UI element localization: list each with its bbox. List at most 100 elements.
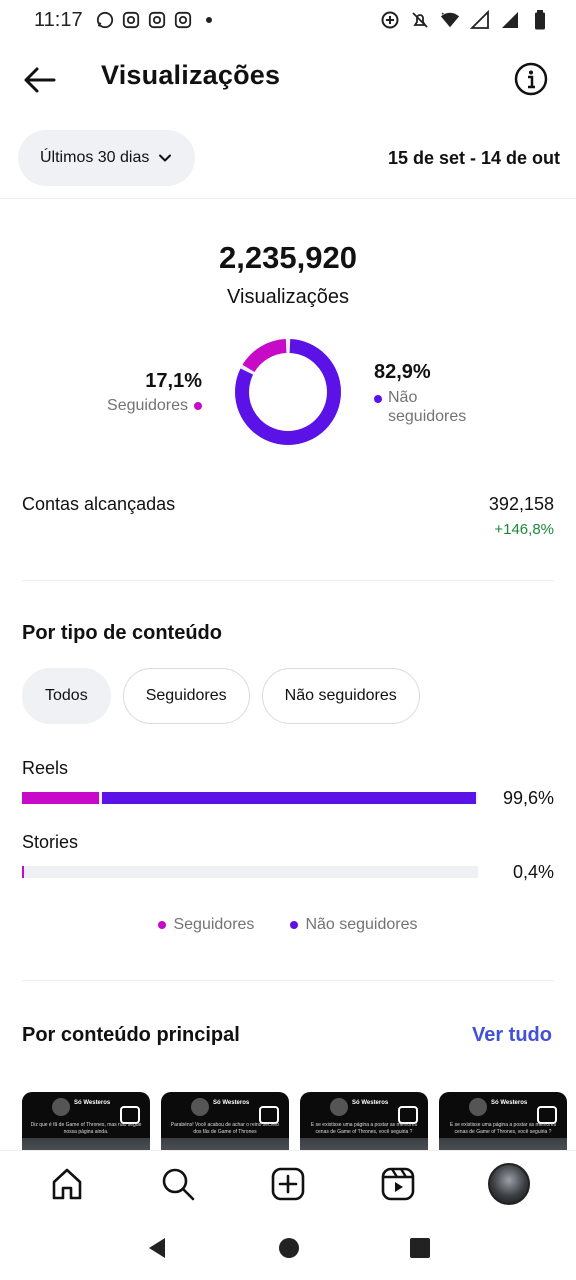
account-avatar xyxy=(469,1098,487,1116)
whatsapp-icon xyxy=(95,10,115,30)
accounts-reached-value: 392,158 xyxy=(488,494,554,514)
top-content-thumbnail[interactable]: Só Westeros Parabéns! Você acabou de ach… xyxy=(161,1092,289,1150)
top-content-thumbnail[interactable]: Só Westeros Diz que é fã de Game of Thro… xyxy=(22,1092,150,1150)
wifi-icon xyxy=(440,10,460,30)
account-name: Só Westeros xyxy=(352,1100,389,1106)
thumbnail-image xyxy=(161,1138,289,1150)
account-avatar xyxy=(52,1098,70,1116)
instagram-icon xyxy=(121,10,141,30)
followers-percentage: 17,1% xyxy=(145,370,202,392)
non-followers-legend: Não seguidores xyxy=(374,388,478,426)
top-content-thumbnails: Só Westeros Diz que é fã de Game of Thro… xyxy=(22,1092,576,1150)
total-views-label: Visualizações xyxy=(227,286,349,308)
top-content-title: Por conteúdo principal xyxy=(22,1024,240,1046)
bottom-navigation xyxy=(0,1150,576,1216)
chip-followers[interactable]: Seguidores xyxy=(122,668,250,724)
divider xyxy=(22,580,554,581)
reel-icon xyxy=(259,1106,279,1124)
reel-icon xyxy=(537,1106,557,1124)
legend-followers-label: Seguidores xyxy=(173,916,255,933)
page-title: Visualizações xyxy=(101,60,281,90)
mute-icon xyxy=(410,10,430,30)
chip-all[interactable]: Todos xyxy=(22,668,111,724)
add-post-icon xyxy=(271,1167,305,1200)
status-right xyxy=(380,10,550,30)
nav-create[interactable] xyxy=(267,1163,309,1205)
nav-profile[interactable] xyxy=(487,1162,530,1205)
reels-percentage: 99,6% xyxy=(502,788,554,808)
arrow-left-icon xyxy=(24,67,56,93)
nav-search[interactable] xyxy=(157,1163,199,1205)
reels-icon xyxy=(382,1167,415,1200)
donut-segment-non-followers xyxy=(235,339,341,445)
see-all-link[interactable]: Ver tudo xyxy=(471,1024,552,1046)
stories-bar xyxy=(22,866,478,878)
reel-icon xyxy=(120,1106,140,1124)
thumbnail-image xyxy=(439,1138,567,1150)
reels-bar-followers-segment xyxy=(22,792,100,804)
status-left: 11:17 xyxy=(34,9,219,32)
stories-bar-followers-segment xyxy=(22,866,24,878)
info-button[interactable] xyxy=(514,62,548,96)
account-avatar xyxy=(191,1098,209,1116)
back-button[interactable] xyxy=(22,62,58,98)
data-saver-icon xyxy=(380,10,400,30)
non-followers-percentage: 82,9% xyxy=(374,361,431,383)
filter-row: Últimos 30 dias 15 de set - 14 de out xyxy=(18,130,560,186)
account-name: Só Westeros xyxy=(74,1100,111,1106)
account-avatar xyxy=(330,1098,348,1116)
non-followers-dot xyxy=(374,395,382,403)
accounts-reached-change: +146,8% xyxy=(494,521,554,538)
reels-bar-non-followers-segment xyxy=(102,792,477,804)
account-name: Só Westeros xyxy=(491,1100,528,1106)
non-followers-breakdown: 82,9% Não seguidores xyxy=(374,361,478,426)
followers-label: Seguidores xyxy=(107,397,188,414)
divider xyxy=(22,980,554,981)
search-icon xyxy=(162,1168,194,1200)
reels-bar xyxy=(22,792,478,804)
date-range-dropdown[interactable]: Últimos 30 dias xyxy=(18,130,196,186)
system-recents-icon[interactable] xyxy=(409,1237,431,1259)
legend-non-followers-dot xyxy=(290,921,299,929)
top-content-thumbnail[interactable]: Só Westeros E se existisse uma página a … xyxy=(439,1092,567,1150)
total-views: 2,235,920 xyxy=(219,240,357,275)
stories-percentage: 0,4% xyxy=(512,862,554,882)
accounts-reached-row: Contas alcançadas 392,158 +146,8% xyxy=(22,494,554,538)
legend-followers: Seguidores xyxy=(158,916,254,934)
system-back-icon[interactable] xyxy=(145,1236,169,1260)
more-notifications-dot-icon xyxy=(199,10,219,30)
thumbnail-caption: E se existisse uma página a postar as me… xyxy=(310,1122,418,1135)
followers-breakdown: 17,1% Seguidores xyxy=(107,370,202,415)
instagram-icon xyxy=(147,10,167,30)
donut-segment-followers xyxy=(235,339,341,445)
followers-legend: Seguidores xyxy=(107,397,202,415)
signal-icon xyxy=(470,10,490,30)
date-range-dropdown-label: Últimos 30 dias xyxy=(40,149,150,166)
nav-home[interactable] xyxy=(46,1163,88,1205)
legend-followers-dot xyxy=(158,921,167,929)
nav-reels[interactable] xyxy=(377,1163,419,1205)
followers-dot xyxy=(194,402,202,410)
instagram-icon xyxy=(173,10,193,30)
thumbnail-caption: Parabéns! Você acabou de achar o reino s… xyxy=(170,1122,280,1135)
thumbnail-image xyxy=(22,1138,150,1150)
legend-non-followers-label: Não seguidores xyxy=(305,916,418,933)
profile-avatar xyxy=(487,1162,530,1205)
reel-icon xyxy=(398,1106,418,1124)
chip-non-followers[interactable]: Não seguidores xyxy=(261,668,420,724)
info-icon xyxy=(514,62,548,96)
date-range-text: 15 de set - 14 de out xyxy=(387,147,560,168)
stories-label: Stories xyxy=(22,832,79,852)
account-name: Só Westeros xyxy=(213,1100,250,1106)
content-type-title: Por tipo de conteúdo xyxy=(22,622,222,644)
system-navigation-bar xyxy=(0,1216,576,1280)
legend-non-followers: Não seguidores xyxy=(290,916,418,934)
reels-label: Reels xyxy=(22,758,69,778)
content-type-filter-chips: Todos Seguidores Não seguidores xyxy=(22,668,420,724)
battery-icon xyxy=(530,10,550,30)
status-time: 11:17 xyxy=(34,8,83,31)
system-home-icon[interactable] xyxy=(278,1237,300,1259)
divider xyxy=(0,198,576,199)
top-content-thumbnail[interactable]: Só Westeros E se existisse uma página a … xyxy=(300,1092,428,1150)
thumbnail-caption: E se existisse uma página a postar as me… xyxy=(449,1122,557,1135)
